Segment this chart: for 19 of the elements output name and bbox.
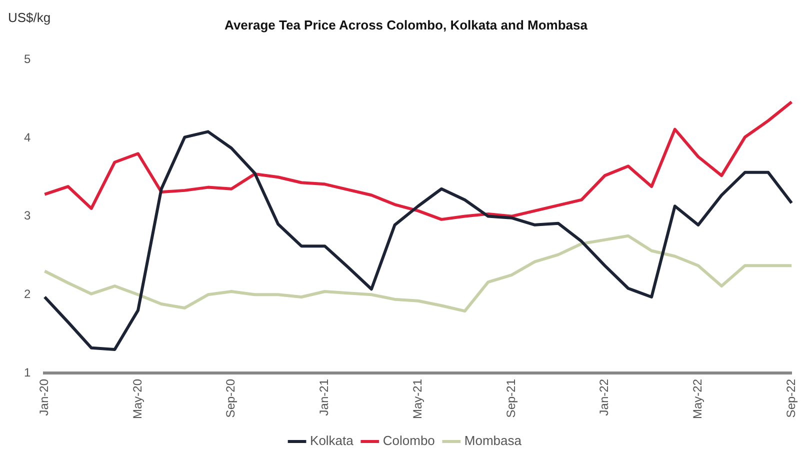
x-tick-label: Jan-20 bbox=[36, 378, 51, 416]
legend-label: Colombo bbox=[382, 433, 435, 448]
y-tick-label: 4 bbox=[24, 130, 31, 144]
y-tick-label: 1 bbox=[24, 365, 31, 380]
x-tick-label: May-22 bbox=[690, 378, 705, 419]
x-tick-label: Sep-22 bbox=[784, 378, 798, 418]
y-tick-label: 3 bbox=[24, 208, 31, 223]
y-axis-title: US$/kg bbox=[8, 10, 51, 26]
x-tick-label: Sep-20 bbox=[224, 378, 238, 418]
legend-label: Mombasa bbox=[464, 433, 522, 448]
legend-label: Kolkata bbox=[310, 433, 354, 448]
x-tick-label: May-21 bbox=[410, 378, 424, 419]
x-tick-label: Jan-21 bbox=[317, 378, 332, 416]
y-tick-label: 2 bbox=[24, 286, 31, 301]
chart-title: Average Tea Price Across Colombo, Kolkata and Mombasa bbox=[224, 17, 588, 32]
y-tick-label: 5 bbox=[24, 52, 31, 66]
x-tick-label: Jan-22 bbox=[597, 378, 612, 416]
x-tick-label: May-20 bbox=[130, 378, 144, 419]
x-tick-label: Sep-21 bbox=[504, 378, 518, 418]
